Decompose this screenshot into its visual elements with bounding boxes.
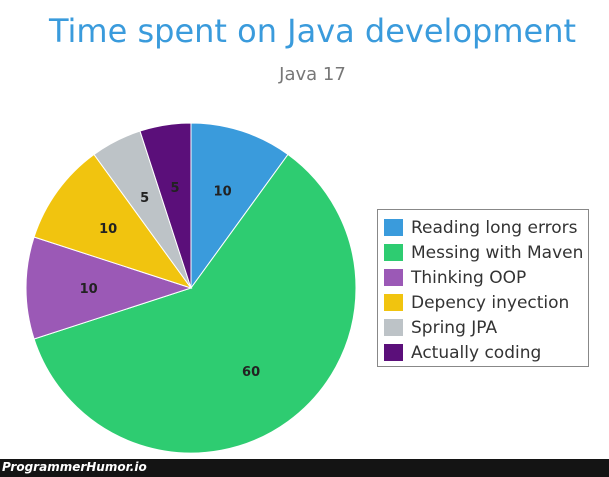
legend-item: Spring JPA	[384, 315, 588, 340]
pie-slice-depency-inyection	[33, 153, 193, 289]
legend-swatch	[384, 244, 403, 261]
pie-slice-reading-long-errors	[190, 122, 289, 290]
legend-label: Depency inyection	[411, 292, 570, 313]
pie-slice-thinking-oop	[25, 236, 193, 340]
legend-item: Actually coding	[384, 340, 588, 365]
legend-item: Reading long errors	[384, 215, 588, 240]
legend-swatch	[384, 319, 403, 336]
pie-slice-actually-coding	[139, 122, 192, 289]
chart-legend: Reading long errors Messing with Maven Thi…	[377, 209, 589, 367]
legend-item: Depency inyection	[384, 290, 588, 315]
slice-value-label: 10	[214, 185, 232, 200]
watermark-text: ProgrammerHumor.io	[2, 460, 147, 474]
legend-swatch	[384, 219, 403, 236]
slice-value-label: 10	[80, 282, 98, 297]
watermark-bar: ProgrammerHumor.io	[0, 459, 609, 477]
chart-title: Time spent on Java development	[48, 12, 577, 50]
chart-subtitle: Java 17	[279, 64, 346, 85]
slice-value-label: 10	[99, 222, 117, 237]
legend-label: Thinking OOP	[411, 267, 527, 288]
slice-value-label: 5	[140, 191, 149, 206]
slice-value-label: 60	[242, 365, 260, 380]
legend-item: Messing with Maven	[384, 240, 588, 265]
legend-swatch	[384, 344, 403, 361]
legend-label: Actually coding	[411, 342, 542, 363]
legend-label: Messing with Maven	[411, 242, 584, 263]
legend-label: Reading long errors	[411, 217, 578, 238]
slice-value-label: 5	[170, 181, 179, 196]
legend-swatch	[384, 294, 403, 311]
legend-item: Thinking OOP	[384, 265, 588, 290]
legend-label: Spring JPA	[411, 317, 498, 338]
legend-swatch	[384, 269, 403, 286]
pie-slice-messing-with-maven	[33, 153, 357, 454]
